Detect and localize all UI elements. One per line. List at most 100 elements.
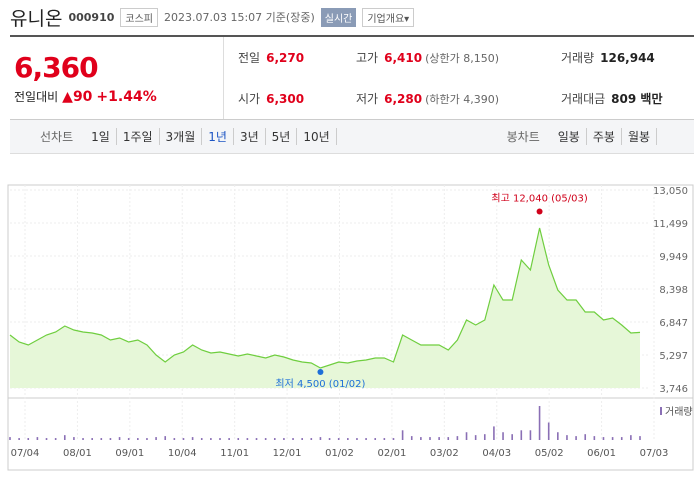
volume-bar [547, 422, 550, 440]
volume-bar [328, 438, 331, 440]
x-tick-label: 05/02 [535, 448, 564, 459]
volume-bar [45, 438, 48, 440]
volume-bar [365, 438, 367, 440]
volume-bar [602, 437, 605, 440]
cell-label: 저가 [356, 92, 379, 106]
x-tick-label: 11/01 [220, 448, 249, 459]
market: 코스피 [120, 7, 158, 27]
volume-bar [36, 437, 39, 440]
volume-bar [529, 430, 532, 440]
volume-bar [173, 438, 176, 440]
volume-bar [264, 438, 267, 440]
change: 전일대비 ▲90 +1.44% [14, 88, 223, 105]
tab[interactable]: 3개월 [160, 128, 203, 145]
volume-bar [9, 437, 11, 440]
overview[interactable]: 기업개요▾ [362, 7, 415, 27]
price-area [10, 228, 640, 388]
plot-frame [7, 184, 694, 471]
x-tick-label: 12/01 [273, 448, 302, 459]
tab[interactable]: 1주일 [117, 128, 160, 145]
tab-label: 봉차트 [506, 130, 540, 144]
volume-bar [438, 437, 440, 440]
realtime[interactable]: 실시간 [320, 7, 357, 27]
volume-bar [584, 434, 587, 440]
volume-bar [54, 438, 57, 440]
volume-bar [210, 438, 212, 440]
cell-value: 6,300 [266, 92, 305, 106]
cell-note: (상한가 8,150) [425, 52, 499, 65]
volume-bar [593, 436, 596, 440]
volume-bar [447, 437, 450, 440]
y-tick-label: 8,398 [659, 285, 688, 296]
x-tick-label: 08/01 [63, 448, 92, 459]
volume-bar [456, 436, 459, 440]
cell-label: 고가 [356, 51, 379, 65]
tab[interactable]: 1일 [85, 128, 117, 145]
quote-cell: 시가 6,300 [238, 90, 356, 107]
stock-name: 유니온 [10, 7, 63, 30]
cell-value: 126,944 [600, 51, 655, 65]
annotation-dot [317, 368, 324, 375]
volume-bar [137, 438, 139, 440]
y-tick-label: 6,847 [659, 318, 688, 329]
volume-bar [410, 436, 413, 440]
volume-bar [155, 437, 157, 440]
chart: 3,746 5,297 6,847 8,398 9,949 11,499 13,050 07/… [7, 184, 694, 471]
annotation-label: 최고 12,040 (05/03) [491, 192, 587, 204]
volume-bar [639, 436, 641, 440]
x-tick-label: 04/03 [482, 448, 511, 459]
annotation-label: 최저 4,500 (01/02) [275, 378, 365, 390]
change-label: 전일대비 [14, 90, 59, 104]
cell-label: 전일 [238, 51, 261, 65]
tab[interactable]: 1년 [202, 128, 234, 145]
header: 유니온 000910 코스피 2023.07.03 15:07 기준(장중) 실… [0, 0, 695, 34]
volume-bar [310, 438, 313, 440]
volume-bar [18, 438, 20, 440]
x-tick-label: 01/02 [325, 448, 354, 459]
quote-table: 전일 6,270 고가 6,410 (상한가 8,150) 거래량 126,944 시가 6,3… [224, 37, 694, 119]
cell-label: 거래량 [561, 51, 595, 65]
volume-bar [73, 437, 75, 440]
volume-bar [164, 436, 167, 440]
cell-label: 거래대금 [561, 92, 606, 106]
quote-row: 전일 6,270 고가 6,410 (상한가 8,150) 거래량 126,944 [238, 37, 694, 78]
tab[interactable]: 5년 [266, 128, 298, 145]
volume-bar [237, 438, 240, 440]
volume-bar [383, 438, 386, 440]
cell-value: 809 백만 [611, 92, 663, 106]
x-tick-label: 02/01 [378, 448, 407, 459]
volume-bar [374, 438, 377, 440]
tab[interactable]: 주봉 [587, 128, 622, 145]
change-value: ▲90 [62, 89, 93, 105]
tab[interactable]: 3년 [234, 128, 266, 145]
volume-bar [200, 438, 203, 440]
volume-bar [429, 437, 431, 440]
tab-label: 선차트 [40, 130, 74, 144]
y-tick-label: 11,499 [653, 219, 688, 230]
price-line [9, 227, 641, 369]
volume-bar [392, 438, 395, 440]
annotation-dot [536, 208, 543, 215]
volume-bar [319, 437, 322, 440]
volume-bar [182, 438, 185, 440]
volume-bar [63, 435, 66, 440]
cell-value: 6,410 [384, 51, 423, 65]
quote-cell: 거래대금 809 백만 [561, 90, 694, 107]
quote-row: 시가 6,300 저가 6,280 (하한가 4,390) 거래대금 809 백만 [238, 78, 694, 119]
tab[interactable]: 10년 [297, 128, 337, 145]
volume-bar [566, 435, 568, 440]
y-tick-label: 13,050 [653, 186, 688, 197]
volume-bar [483, 434, 486, 440]
quote: 6,360 전일대비 ▲90 +1.44% 전일 6,270 고가 6,410 (상한가 8… [10, 35, 694, 120]
x-tick-label: 06/01 [587, 448, 616, 459]
volume-bar [520, 430, 523, 440]
volume-bar [356, 438, 358, 440]
tab[interactable]: 일봉 [552, 128, 587, 145]
volume-bar [292, 438, 294, 440]
volume-bar [420, 437, 422, 440]
tab[interactable]: 월봉 [622, 128, 658, 145]
volume-bar [109, 438, 112, 440]
cell-note: (하한가 4,390) [425, 93, 499, 106]
volume-bar [620, 437, 623, 440]
